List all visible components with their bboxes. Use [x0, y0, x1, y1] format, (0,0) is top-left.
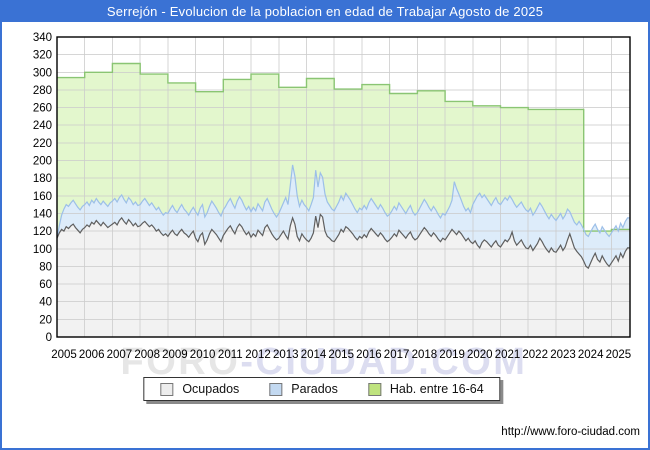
svg-text:2017: 2017	[384, 349, 410, 361]
chart-legend: Ocupados Parados Hab. entre 16-64	[143, 377, 501, 401]
svg-text:2021: 2021	[495, 349, 521, 361]
legend-item-parados: Parados	[269, 382, 338, 396]
svg-text:180: 180	[33, 173, 52, 185]
svg-text:160: 160	[33, 191, 52, 203]
svg-text:2007: 2007	[107, 349, 133, 361]
svg-text:2005: 2005	[51, 349, 77, 361]
svg-text:220: 220	[33, 138, 52, 150]
svg-text:320: 320	[33, 50, 52, 62]
chart-title-bar: Serrejón - Evolucion de la poblacion en …	[0, 0, 650, 22]
foro-ciudad-watermark: FORO-CIUDAD.COM	[121, 341, 528, 383]
legend-swatch-parados	[269, 382, 283, 396]
svg-text:140: 140	[33, 209, 52, 221]
legend-item-ocupados: Ocupados	[160, 382, 239, 396]
chart-title: Serrejón - Evolucion de la poblacion en …	[106, 3, 544, 19]
svg-text:240: 240	[33, 120, 52, 132]
svg-text:2023: 2023	[550, 349, 576, 361]
svg-text:340: 340	[33, 32, 52, 44]
svg-text:2020: 2020	[467, 349, 493, 361]
legend-swatch-hab-16-64	[367, 382, 381, 396]
svg-text:2025: 2025	[606, 349, 632, 361]
svg-text:0: 0	[46, 332, 52, 344]
line-ocupados	[56, 213, 630, 270]
svg-text:20: 20	[39, 314, 52, 326]
svg-text:260: 260	[33, 103, 52, 115]
svg-text:2024: 2024	[578, 349, 604, 361]
svg-text:2016: 2016	[356, 349, 382, 361]
svg-text:200: 200	[33, 156, 52, 168]
svg-text:120: 120	[33, 226, 52, 238]
svg-text:80: 80	[39, 261, 52, 273]
legend-swatch-ocupados	[160, 382, 174, 396]
legend-label-parados: Parados	[291, 382, 338, 396]
svg-text:280: 280	[33, 85, 52, 97]
svg-text:2012: 2012	[245, 349, 271, 361]
svg-text:2018: 2018	[412, 349, 438, 361]
svg-text:2008: 2008	[134, 349, 160, 361]
svg-text:2011: 2011	[218, 349, 243, 361]
svg-text:2019: 2019	[439, 349, 465, 361]
svg-text:100: 100	[33, 244, 52, 256]
series-lines	[56, 62, 630, 270]
legend-item-hab-16-64: Hab. entre 16-64	[367, 382, 484, 396]
svg-text:40: 40	[39, 297, 52, 309]
svg-text:2014: 2014	[301, 349, 327, 361]
svg-text:2013: 2013	[273, 349, 299, 361]
footer-url: http://www.foro-ciudad.com	[501, 426, 640, 438]
svg-text:2022: 2022	[522, 349, 548, 361]
legend-label-hab-16-64: Hab. entre 16-64	[389, 382, 484, 396]
svg-text:2009: 2009	[162, 349, 188, 361]
y-axis-labels: 0 20 40 60 80 100 120 140 160 180 200 220 240 260 280 3…	[33, 32, 52, 344]
svg-text:60: 60	[39, 279, 52, 291]
plot-border	[56, 36, 631, 338]
line-hab-16-64	[57, 62, 630, 232]
svg-text:2010: 2010	[190, 349, 216, 361]
legend-label-ocupados: Ocupados	[182, 382, 240, 396]
svg-text:2006: 2006	[79, 349, 105, 361]
area-ocupados	[57, 214, 630, 337]
svg-text:300: 300	[33, 67, 52, 79]
x-axis-labels: 2005 2006 2007 2008 2009 2010 2011 2012 2013 2014…	[51, 349, 631, 361]
line-parados	[56, 164, 630, 239]
svg-text:2015: 2015	[328, 349, 354, 361]
